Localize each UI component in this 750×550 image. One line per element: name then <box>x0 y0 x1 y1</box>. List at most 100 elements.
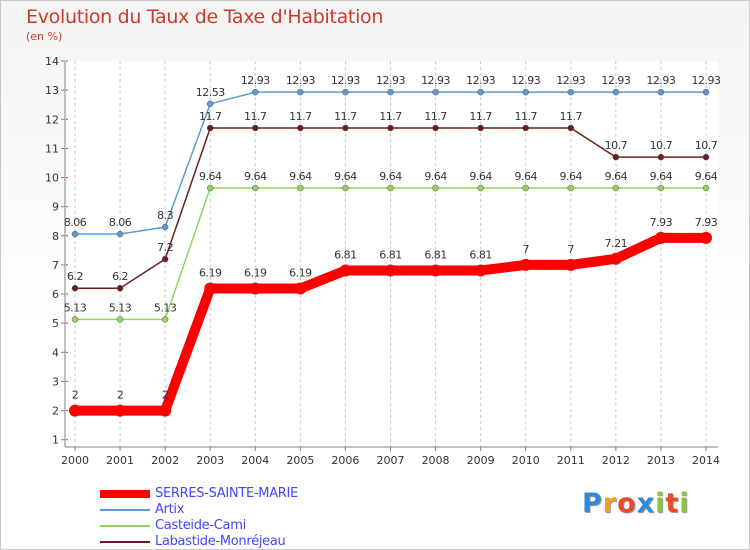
data-point-artix <box>477 88 484 96</box>
data-point-labastide-monrejeau <box>657 153 665 161</box>
data-point-labastide-monrejeau <box>206 124 214 132</box>
y-tick-label: 1 <box>52 434 59 447</box>
logo-letter: x <box>636 488 656 519</box>
data-point-artix <box>612 88 620 96</box>
data-label-casteide-cami: 9.64 <box>289 170 312 183</box>
data-label-labastide-monrejeau: 10.7 <box>695 139 718 152</box>
data-point-serres-sainte-marie <box>429 264 442 277</box>
data-point-labastide-monrejeau <box>342 124 349 132</box>
x-tick-label: 2005 <box>286 454 314 467</box>
data-point-casteide-cami <box>252 184 259 192</box>
data-label-serres-sainte-marie: 6.81 <box>469 248 492 261</box>
data-point-serres-sainte-marie <box>204 282 217 295</box>
x-tick-label: 2011 <box>557 454 585 467</box>
x-tick-label: 2009 <box>467 454 495 467</box>
data-label-serres-sainte-marie: 6.81 <box>424 248 447 261</box>
legend-swatch <box>100 541 150 543</box>
data-point-artix <box>342 88 349 96</box>
data-label-labastide-monrejeau: 10.7 <box>605 139 628 152</box>
y-tick-label: 13 <box>45 84 59 97</box>
data-point-labastide-monrejeau <box>71 284 79 292</box>
data-point-casteide-cami <box>567 184 575 192</box>
data-label-artix: 12.93 <box>466 74 495 87</box>
data-label-serres-sainte-marie: 2 <box>117 389 124 402</box>
proxiti-logo: Proxiti <box>582 488 690 519</box>
data-point-serres-sainte-marie <box>609 252 622 265</box>
data-point-serres-sainte-marie <box>564 258 577 271</box>
data-label-serres-sainte-marie: 6.81 <box>379 248 402 261</box>
data-label-artix: 12.93 <box>692 74 721 87</box>
data-point-casteide-cami <box>342 184 349 192</box>
data-point-serres-sainte-marie <box>69 404 81 417</box>
y-tick-label: 14 <box>45 55 59 68</box>
data-label-casteide-cami: 9.64 <box>605 170 628 183</box>
data-label-artix: 12.93 <box>376 74 405 87</box>
x-tick-label: 2003 <box>196 454 224 467</box>
data-label-labastide-monrejeau: 11.7 <box>289 110 312 123</box>
data-label-artix: 12.93 <box>601 74 630 87</box>
chart-subtitle: (en %) <box>26 30 63 43</box>
data-label-labastide-monrejeau: 11.7 <box>560 110 583 123</box>
data-label-serres-sainte-marie: 7.93 <box>695 216 718 229</box>
data-point-casteide-cami <box>206 184 214 192</box>
x-tick-label: 2001 <box>106 454 134 467</box>
y-tick-label: 3 <box>52 375 59 388</box>
x-tick-label: 2014 <box>692 454 720 467</box>
data-point-labastide-monrejeau <box>432 124 439 132</box>
data-label-labastide-monrejeau: 11.7 <box>424 110 447 123</box>
data-point-casteide-cami <box>116 316 124 323</box>
y-tick-label: 11 <box>45 142 59 155</box>
x-tick-label: 2006 <box>331 454 359 467</box>
data-point-casteide-cami <box>612 184 620 192</box>
data-point-artix <box>252 88 259 96</box>
data-label-labastide-monrejeau: 6.2 <box>112 270 128 283</box>
data-point-labastide-monrejeau <box>252 124 259 132</box>
x-tick-label: 2004 <box>241 454 269 467</box>
data-label-artix: 8.06 <box>109 216 132 229</box>
data-label-labastide-monrejeau: 10.7 <box>650 139 673 152</box>
data-label-artix: 12.93 <box>331 74 360 87</box>
data-point-artix <box>161 223 169 231</box>
data-label-casteide-cami: 9.64 <box>244 170 267 183</box>
chart-title: Evolution du Taux de Taxe d'Habitation <box>26 6 384 28</box>
x-tick-label: 2002 <box>151 454 179 467</box>
data-point-labastide-monrejeau <box>477 124 484 132</box>
data-point-serres-sainte-marie <box>159 404 172 417</box>
y-tick-label: 8 <box>52 230 59 243</box>
data-label-labastide-monrejeau: 11.7 <box>514 110 537 123</box>
data-point-labastide-monrejeau <box>702 153 710 161</box>
data-label-casteide-cami: 5.13 <box>109 301 132 314</box>
data-label-serres-sainte-marie: 7 <box>568 243 575 256</box>
data-point-casteide-cami <box>522 184 529 192</box>
legend-swatch <box>100 525 150 527</box>
legend-label: SERRES-SAINTE-MARIE <box>155 486 298 501</box>
x-tick-label: 2010 <box>512 454 540 467</box>
data-label-casteide-cami: 9.64 <box>334 170 357 183</box>
data-point-casteide-cami <box>71 316 79 323</box>
data-point-labastide-monrejeau <box>161 255 169 263</box>
data-point-artix <box>297 88 304 96</box>
data-label-casteide-cami: 9.64 <box>424 170 447 183</box>
data-label-labastide-monrejeau: 11.7 <box>334 110 357 123</box>
y-tick-label: 12 <box>45 113 59 126</box>
data-label-casteide-cami: 9.64 <box>650 170 673 183</box>
data-point-artix <box>567 88 575 96</box>
data-point-serres-sainte-marie <box>114 404 127 417</box>
data-label-serres-sainte-marie: 6.19 <box>199 267 222 280</box>
data-point-artix <box>657 88 665 96</box>
data-label-serres-sainte-marie: 2 <box>72 389 79 402</box>
data-point-serres-sainte-marie <box>474 264 487 277</box>
data-label-labastide-monrejeau: 11.7 <box>199 110 222 123</box>
data-point-labastide-monrejeau <box>116 284 124 292</box>
data-point-labastide-monrejeau <box>567 124 575 132</box>
data-point-casteide-cami <box>161 316 169 323</box>
data-label-labastide-monrejeau: 11.7 <box>379 110 402 123</box>
data-point-casteide-cami <box>432 184 439 192</box>
y-tick-label: 7 <box>52 259 59 272</box>
x-tick-label: 2008 <box>422 454 450 467</box>
data-label-artix: 12.93 <box>511 74 540 87</box>
legend-swatch <box>100 490 150 498</box>
data-point-labastide-monrejeau <box>297 124 304 132</box>
data-point-artix <box>522 88 529 96</box>
